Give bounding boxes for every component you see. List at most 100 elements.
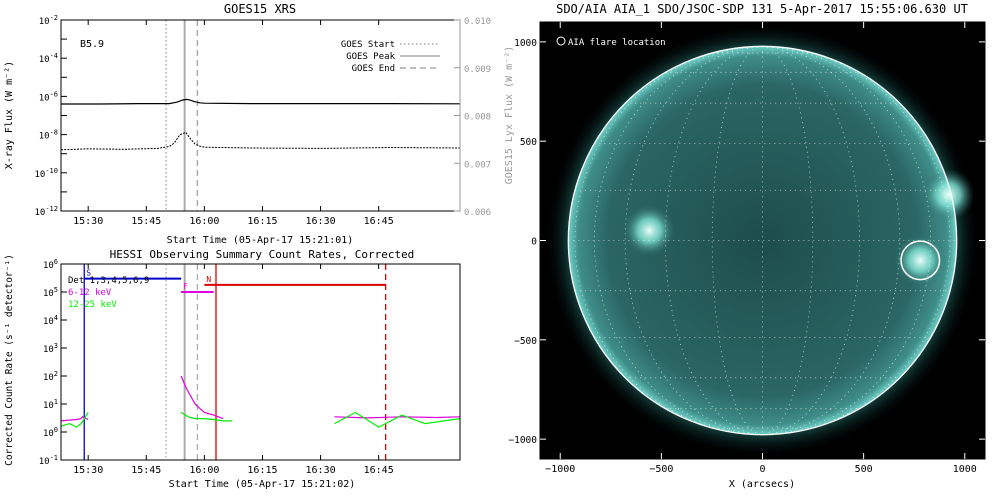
goes-y-label: X-ray Flux (W m⁻²) — [4, 61, 15, 169]
aia-y-tick-label: −500 — [514, 336, 537, 347]
flare-circle-legend-icon — [556, 36, 566, 46]
aia-x-tick-label: −1000 — [545, 464, 575, 475]
solar-limb — [567, 45, 958, 436]
longitude-line — [574, 45, 763, 436]
goes-x-tick-label: 16:45 — [364, 216, 394, 227]
hessi-x-ticks: 15:30 15:45 16:00 16:15 16:30 16:45 — [73, 264, 394, 476]
goes-y2-tick-label: 0.007 — [464, 160, 491, 170]
aia-x-tick-label: 0 — [759, 464, 765, 475]
active-region-glow — [894, 234, 947, 287]
goes-x-tick-label: 16:00 — [189, 216, 219, 227]
aia-x-tick-label: 500 — [855, 464, 873, 475]
aia-x-ticks: −1000 −500 0 500 1000 — [545, 22, 977, 475]
goes-class-annotation: B5.9 — [80, 39, 104, 50]
hessi-y-ticks: 10-1 100 101 102 103 104 105 106 — [39, 258, 67, 467]
hessi-x-tick-label: 16:15 — [247, 465, 277, 476]
hessi-series-low — [334, 416, 460, 419]
flare-location-circle — [900, 240, 941, 281]
hessi-state-label: F — [183, 282, 188, 291]
longitude-line — [665, 45, 763, 436]
goes-y-ticks: 10-12 10-10 10-8 10-6 10-4 10-2 — [35, 14, 67, 218]
aia-y-tick-label: −1000 — [508, 435, 537, 446]
goes-legend: GOES Start GOES Peak GOES End — [341, 40, 440, 74]
hessi-state-label: N — [206, 275, 211, 284]
aia-x-tick-label: −500 — [649, 464, 673, 475]
aia-y-tick-label: 1000 — [514, 38, 537, 49]
hessi-y-tick-label: 101 — [43, 398, 58, 411]
goes-x-ticks: 15:30 15:45 16:00 16:15 16:30 16:45 — [73, 20, 394, 227]
goes-y-tick-label: 10-12 — [35, 205, 59, 218]
goes-y2-tick-label: 0.006 — [464, 208, 491, 218]
goes-x-tick-label: 15:30 — [73, 216, 103, 227]
aia-title: SDO/AIA AIA_1 SDO/JSOC-SDP 131 5-Apr-201… — [556, 2, 968, 16]
hessi-x-tick-label: 16:00 — [189, 465, 219, 476]
goes-y-tick-label: 10-6 — [39, 90, 58, 103]
goes-legend-label: GOES Start — [341, 40, 395, 50]
goes-x-tick-label: 15:45 — [131, 216, 161, 227]
hessi-series-high — [61, 412, 89, 428]
active-region-glow — [623, 204, 676, 257]
aia-y-tick-label: 500 — [520, 137, 537, 148]
hessi-x-tick-label: 16:30 — [306, 465, 336, 476]
longitude-line — [762, 45, 951, 436]
longitude-line — [624, 45, 763, 436]
hessi-panel: HESSI Observing Summary Count Rates, Cor… — [4, 248, 461, 490]
goes-y2-tick-label: 0.008 — [464, 113, 491, 123]
aia-flare-location-legend: AIA flare location — [556, 36, 666, 48]
goes-legend-label: GOES Peak — [346, 52, 395, 62]
hessi-y-label: Corrected Count Rate (s⁻¹ detector⁻¹) — [4, 254, 15, 466]
hessi-x-tick-label: 16:45 — [364, 465, 394, 476]
goes-plot-frame — [60, 19, 461, 212]
goes-y2-ticks: 0.006 0.007 0.008 0.009 0.010 — [454, 17, 491, 218]
hessi-x-tick-label: 15:45 — [131, 465, 161, 476]
hessi-legend: Det 1,3,4,5,6,9 6-12 keV 12-25 keV — [68, 276, 149, 310]
hessi-y-tick-label: 103 — [43, 342, 58, 355]
hessi-series-high — [180, 411, 233, 422]
aia-y-ticks: −1000 −500 0 500 1000 — [508, 38, 985, 446]
hessi-y-tick-label: 100 — [43, 426, 58, 439]
hessi-plot-frame — [60, 263, 461, 461]
hessi-x-tick-label: 15:30 — [73, 465, 103, 476]
goes-xrs-panel: GOES15 XRS 15:30 15:45 16:00 16:15 16:30 16:4… — [4, 2, 515, 246]
goes-y2-label: GOES15 Lyx Flux (W m⁻²) — [504, 46, 515, 184]
hessi-vertical-markers — [83, 264, 387, 460]
aia-x-tick-label: 1000 — [953, 464, 977, 475]
hessi-y-tick-label: 102 — [43, 370, 58, 383]
goes-y-tick-label: 10-4 — [39, 52, 58, 65]
goes-series-group — [61, 98, 460, 151]
hessi-state-label: S — [86, 269, 91, 278]
goes-y-tick-label: 10-2 — [39, 14, 58, 27]
aia-x-label: X (arcsecs) — [729, 479, 795, 490]
goes-y2-tick-label: 0.009 — [464, 65, 491, 75]
goes-series-long — [61, 98, 460, 105]
hessi-legend-label: 12-25 keV — [68, 300, 117, 310]
aia-y-tick-label: 0 — [531, 237, 537, 248]
goes-y-tick-label: 10-10 — [35, 167, 59, 180]
goes-y-tick-label: 10-8 — [39, 129, 58, 142]
aia-solar-image — [545, 23, 980, 458]
hessi-state-bars: S F N — [84, 269, 386, 293]
goes-y2-tick-label: 0.010 — [464, 17, 491, 27]
hessi-x-label: Start Time (05-Apr-17 15:21:02) — [169, 479, 356, 490]
goes-x-tick-label: 16:15 — [247, 216, 277, 227]
goes-x-label: Start Time (05-Apr-17 15:21:01) — [167, 235, 354, 246]
hessi-y-tick-label: 104 — [43, 314, 58, 327]
goes-series-short — [61, 131, 460, 151]
hessi-y-tick-label: 106 — [43, 258, 58, 271]
aia-panel: SDO/AIA AIA_1 SDO/JSOC-SDP 131 5-Apr-201… — [508, 2, 986, 490]
hessi-y-tick-label: 105 — [43, 286, 58, 299]
hessi-y-tick-label: 10-1 — [39, 454, 58, 467]
heliographic-grid — [568, 45, 957, 436]
hessi-series-high — [334, 411, 460, 428]
hessi-series-low — [180, 375, 224, 420]
goes-event-lines — [165, 20, 199, 211]
hessi-legend-label: 6-12 keV — [68, 288, 112, 298]
longitude-line — [762, 45, 901, 436]
hessi-legend-label: Det 1,3,4,5,6,9 — [68, 276, 149, 286]
longitude-line — [762, 45, 860, 436]
hessi-title: HESSI Observing Summary Count Rates, Cor… — [110, 248, 415, 261]
goes-legend-label: GOES End — [352, 64, 395, 74]
goes-x-tick-label: 16:30 — [306, 216, 336, 227]
